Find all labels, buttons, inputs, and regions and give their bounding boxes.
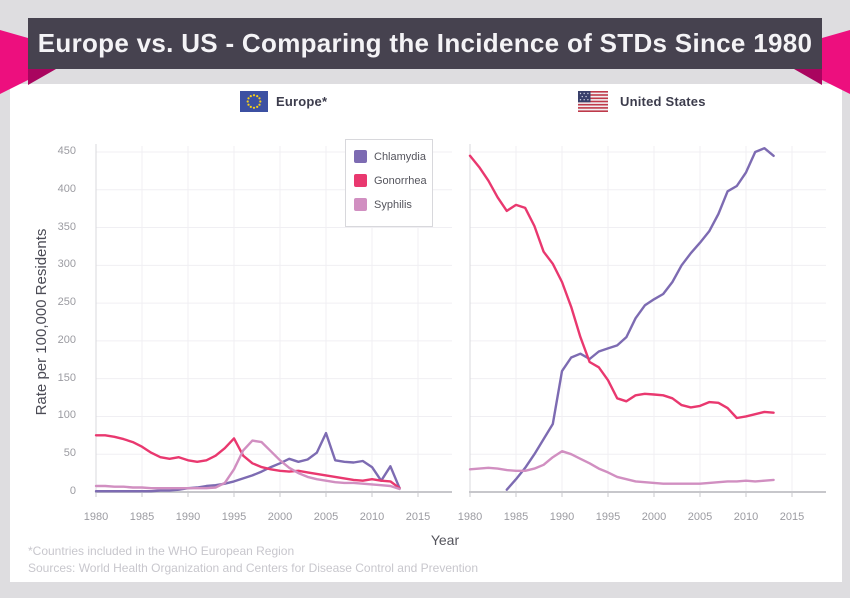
- legend-item-chlamydia: Chlamydia: [354, 150, 426, 163]
- x-tick-label: 2005: [313, 511, 339, 523]
- ribbon-decoration: [0, 30, 850, 94]
- y-tick-label: 200: [57, 333, 76, 346]
- legend-item-syphilis: Syphilis: [354, 198, 424, 211]
- x-tick-label: 1985: [129, 511, 155, 523]
- x-tick-label: 2015: [779, 511, 805, 523]
- chlamydia-line: [505, 147, 775, 491]
- us-flag-canton: [578, 91, 591, 103]
- title-banner: Europe vs. US - Comparing the Incidence …: [28, 18, 822, 69]
- chlamydia-line: [94, 431, 401, 493]
- gonorrhea-swatch-icon: [354, 174, 367, 187]
- ribbon-left-tail: [0, 30, 28, 94]
- syphilis-swatch-icon: [354, 198, 367, 211]
- eu-flag-stars: [246, 94, 262, 109]
- sources-note: Sources: World Health Organization and C…: [28, 561, 479, 575]
- us-flag-stripes: [578, 91, 608, 112]
- x-tick-label: 1995: [221, 511, 247, 523]
- legend-item-gonorrhea: Gonorrhea: [354, 174, 427, 187]
- eu-flag-icon: [240, 91, 268, 112]
- us-flag-icon: [578, 91, 608, 112]
- x-tick-label: 1990: [549, 511, 575, 523]
- y-tick-label: 250: [57, 296, 76, 309]
- x-tick-label: 2010: [359, 511, 385, 523]
- footnote: *Countries included in the WHO European …: [28, 544, 295, 558]
- x-tick-label: 2015: [405, 511, 431, 523]
- gonorrhea-line: [94, 434, 401, 490]
- y-axis-title: Rate per 100,000 Residents: [33, 228, 50, 416]
- us-chart: [468, 144, 826, 497]
- y-tick-label: 100: [57, 409, 76, 422]
- x-tick-label: 1980: [83, 511, 109, 523]
- syphilis-line: [94, 439, 401, 491]
- y-tick-label: 450: [57, 145, 76, 157]
- ribbon-right-tail: [822, 30, 850, 94]
- ribbon-left-fold: [28, 69, 56, 85]
- legend-label-gonorrhea: Gonorrhea: [374, 174, 427, 187]
- x-tick-label: 1980: [457, 511, 483, 523]
- x-tick-label: 2010: [733, 511, 759, 523]
- y-tick-label: 150: [57, 371, 76, 384]
- legend: Chlamydia Gonorrhea Syphilis: [345, 139, 433, 227]
- x-tick-label: 2000: [641, 511, 667, 523]
- legend-label-chlamydia: Chlamydia: [374, 150, 426, 163]
- x-tick-label: 2000: [267, 511, 293, 523]
- y-tick-label: 50: [63, 447, 76, 460]
- y-tick-label: 400: [57, 182, 76, 195]
- chlamydia-swatch-icon: [354, 150, 367, 163]
- y-tick-label: 350: [57, 220, 76, 233]
- x-tick-label: 1985: [503, 511, 529, 523]
- legend-label-syphilis: Syphilis: [374, 198, 412, 211]
- y-tick-label: 0: [69, 485, 76, 497]
- y-tick-label: 300: [57, 258, 76, 271]
- ribbon-right-fold: [794, 69, 822, 85]
- gonorrhea-line: [468, 154, 775, 420]
- x-tick-label: 1990: [175, 511, 201, 523]
- europe-chart-title: Europe*: [276, 94, 328, 109]
- us-flag-stars: [579, 92, 589, 101]
- x-axis-title: Year: [430, 532, 460, 548]
- europe-chart: [94, 144, 452, 497]
- x-tick-label: 2005: [687, 511, 713, 523]
- x-tick-label: 1995: [595, 511, 621, 523]
- page-title: Europe vs. US - Comparing the Incidence …: [37, 28, 813, 58]
- us-chart-title: United States: [620, 94, 706, 109]
- syphilis-line: [468, 450, 775, 485]
